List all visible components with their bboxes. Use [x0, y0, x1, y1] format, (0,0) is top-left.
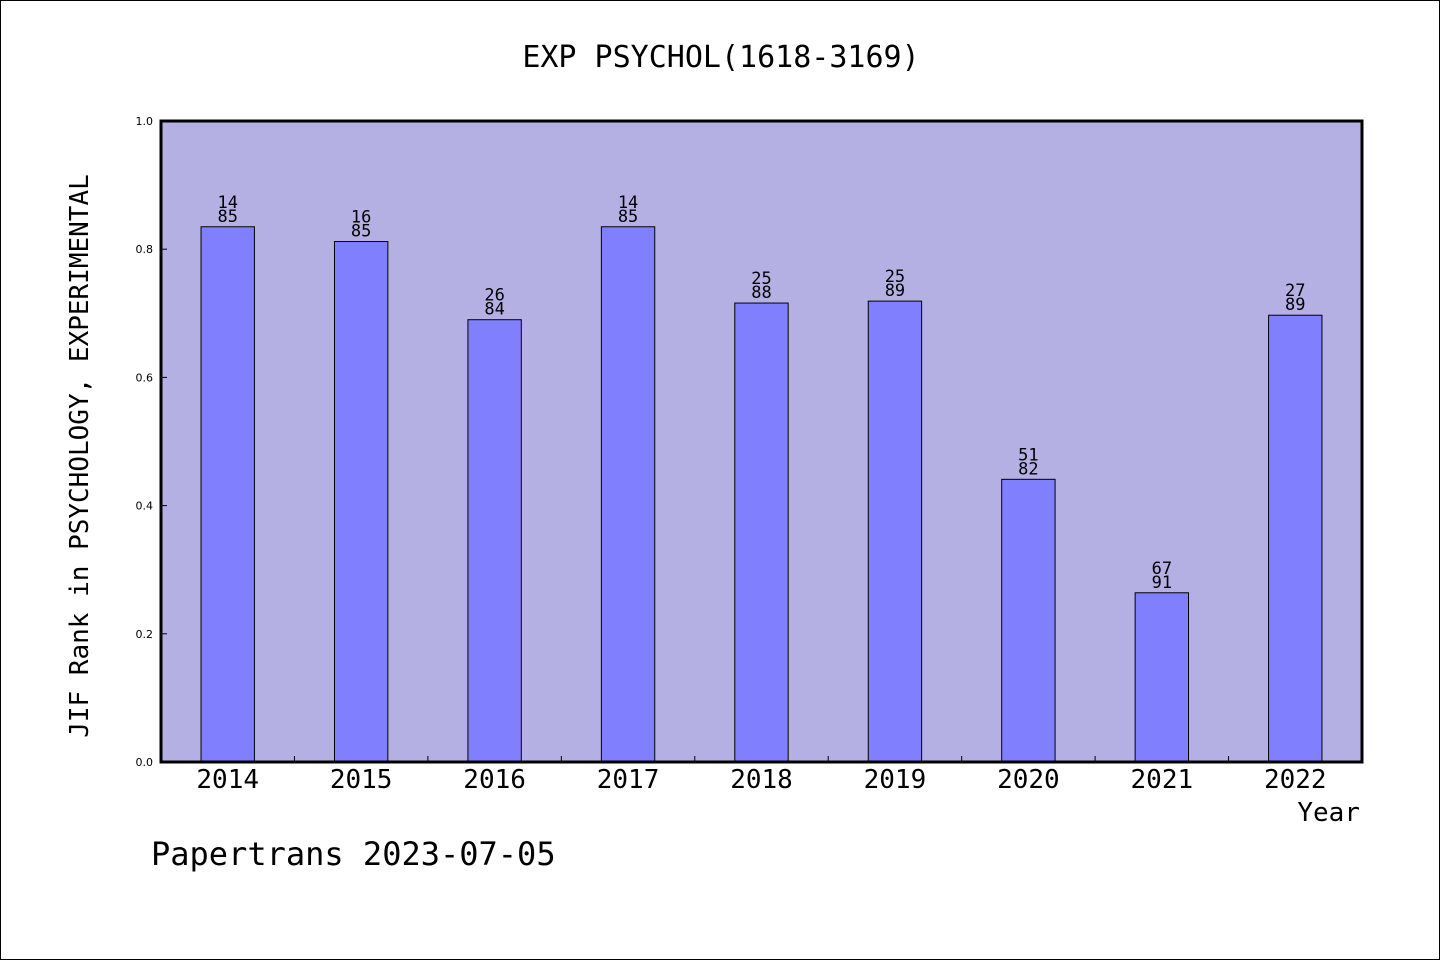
x-tick-label: 2019 — [864, 765, 927, 795]
y-tick-label: 0.4 — [136, 500, 154, 513]
y-tick-label: 0.8 — [136, 243, 154, 256]
bar-2017 — [600, 226, 656, 763]
bar-label-bottom: 88 — [751, 283, 771, 303]
x-tick-label: 2015 — [330, 765, 393, 795]
bar-label-bottom: 89 — [885, 281, 905, 301]
x-axis-label: Year — [1297, 798, 1360, 828]
bar-label-bottom: 84 — [484, 300, 504, 320]
bar-label-top: 14 — [217, 193, 237, 213]
footer-credit: Papertrans 2023-07-05 — [151, 835, 556, 873]
x-tick-label: 2021 — [1131, 765, 1194, 795]
bar-label-bottom: 82 — [1018, 459, 1038, 479]
bar-2022 — [1268, 314, 1323, 763]
bar-label-top: 25 — [885, 267, 905, 287]
bar-label-top: 51 — [1018, 445, 1038, 465]
x-tick-label: 2022 — [1264, 765, 1327, 795]
x-tick-label: 2014 — [196, 765, 259, 795]
y-axis-ticks: 0.0 0.2 0.4 0.6 0.8 1.0 — [136, 115, 167, 769]
x-tick-label: 2017 — [597, 765, 660, 795]
bar-2014 — [200, 226, 255, 763]
bar-2015 — [333, 241, 389, 763]
bar-label-top: 16 — [351, 208, 371, 228]
bar-label-top: 14 — [618, 193, 638, 213]
x-tick-label: 2020 — [997, 765, 1060, 795]
bar-2016 — [467, 319, 522, 763]
y-tick-label: 0.6 — [136, 371, 154, 384]
bar-2018 — [734, 302, 789, 763]
bar-label-bottom: 85 — [217, 207, 237, 227]
y-axis-label: JIF Rank in PSYCHOLOGY, EXPERIMENTAL — [65, 174, 95, 738]
bar-label-bottom: 85 — [618, 207, 638, 227]
x-tick-label: 2018 — [730, 765, 793, 795]
y-tick-label: 1.0 — [136, 115, 154, 128]
bars-group — [200, 226, 1323, 763]
y-tick-label: 0.0 — [136, 756, 154, 769]
chart-title: EXP PSYCHOL(1618-3169) — [522, 40, 919, 75]
bar-label-bottom: 91 — [1152, 573, 1172, 593]
bar-2019 — [867, 300, 923, 763]
bar-label-top: 27 — [1285, 281, 1305, 301]
bar-label-bottom: 89 — [1285, 295, 1305, 315]
bar-2021 — [1134, 592, 1190, 763]
y-tick-label: 0.2 — [136, 628, 154, 641]
bar-label-top: 25 — [751, 269, 771, 289]
bar-label-top: 67 — [1152, 559, 1172, 579]
plot-frame — [159, 119, 1364, 764]
x-axis-ticks: 2014 2015 2016 2017 2018 2019 2020 2021 2022 — [196, 756, 1327, 795]
bar-label-bottom: 85 — [351, 222, 371, 242]
x-tick-label: 2016 — [463, 765, 526, 795]
bar-2020 — [1001, 478, 1056, 763]
bar-label-top: 26 — [484, 286, 504, 306]
